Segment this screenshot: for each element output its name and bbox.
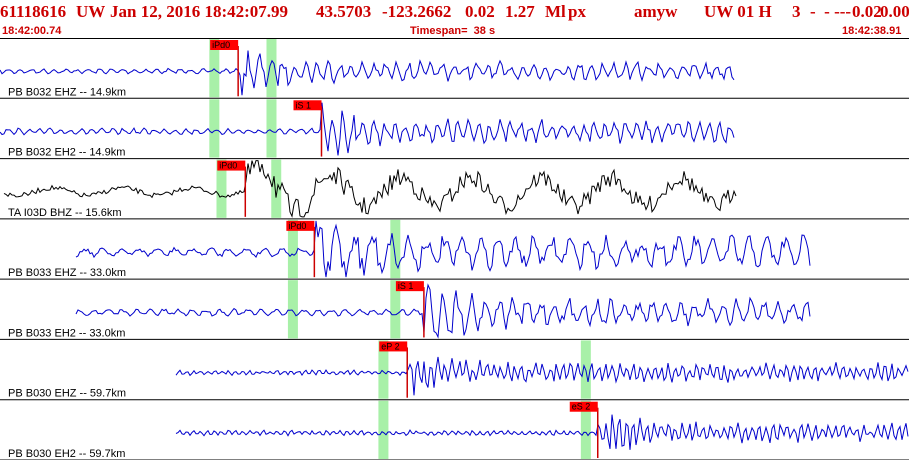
event-quality: 3 [792,2,801,21]
analyst: amyw [634,2,678,21]
channel-label: TA I03D BHZ -- 15.6km [8,207,122,219]
event-flags: - - --- [810,2,852,21]
time-window-marker [378,400,389,459]
phase-pick-flag [395,281,424,292]
phase-pick-flag [217,160,246,171]
phase-pick-flag [210,40,239,50]
waveform-trace [175,414,909,450]
phase-pick-label: eS 2 [572,402,591,412]
event-mag-type: Ml [545,2,566,21]
phase-pick-label: iPd0 [219,161,237,171]
event-summary-header: 61118616 UW Jan 12, 2016 18:42:07.99 43.… [0,0,909,24]
channel-row[interactable]: iS 1 PB B032 EH2 -- 14.9km [0,99,909,160]
phase-pick-flag [286,220,315,231]
waveform-trace [0,50,735,96]
waveform-trace [3,160,737,218]
waveform-trace [175,356,909,396]
phase-pick-flag [379,341,408,352]
channel-label: PB B032 EH2 -- 14.9km [8,147,125,159]
channel-row[interactable]: iPd0 PB B032 EHZ -- 14.9km [0,39,909,99]
timespan-bar: 18:42:00.74 Timespan= 38 s 18:42:38.91 [0,24,909,38]
phase-pick-label: iPd0 [212,40,230,50]
channel-row[interactable]: iPd0 PB B033 EHZ -- 33.0km [0,219,909,280]
start-time: 18:42:00.74 [2,25,62,37]
time-window-marker [390,219,401,279]
time-window-marker [209,39,220,98]
event-type: px [568,2,586,21]
phase-pick-flag [293,100,322,111]
channel-row[interactable]: eP 2 PB B030 EHZ -- 59.7km [0,340,909,401]
event-magnitude: 1.27 [505,2,535,21]
channel-label: PB B032 EHZ -- 14.9km [8,86,126,98]
phase-pick-flag [569,401,598,412]
time-window-marker [378,340,389,399]
event-datetime: Jan 12, 2016 18:42:07.99 [110,2,289,21]
event-network: UW [76,2,106,21]
timespan: Timespan= 38 s [410,25,496,37]
channel-row[interactable]: iPd0 TA I03D BHZ -- 15.6km [0,159,909,220]
event-rms: 0.02 [852,2,882,21]
channel-row[interactable]: iS 1 PB B033 EH2 -- 33.0km [0,280,909,340]
waveform-trace [75,220,811,278]
channel-row[interactable]: eS 2 PB B030 EH2 -- 59.7km [0,400,909,460]
end-time: 18:42:38.91 [842,25,902,37]
time-window-marker [271,159,282,218]
trace-panel[interactable]: iPd0 PB B032 EHZ -- 14.9km iS 1 PB B032 EH2… [0,38,909,460]
time-window-marker [580,400,591,459]
time-window-marker [209,99,220,158]
event-err: 0.00 [880,2,909,21]
time-window-marker [216,159,227,218]
time-window-marker [266,39,277,98]
event-depth: 0.02 [465,2,495,21]
event-latitude: 43.5703 [316,2,372,21]
waveform-trace [75,283,811,339]
channel-label: PB B030 EH2 -- 59.7km [8,448,125,460]
event-id: 61118616 [0,2,67,21]
channel-label: PB B033 EHZ -- 33.0km [8,267,126,279]
phase-pick-label: iS 1 [295,100,311,110]
time-window-marker [266,99,277,158]
phase-pick-label: eP 2 [381,341,399,351]
time-window-marker [287,219,298,279]
time-window-marker [390,280,401,339]
phase-pick-label: iS 1 [398,281,414,291]
time-window-marker [287,280,298,339]
event-source: UW 01 H [704,2,772,21]
phase-pick-label: iPd0 [288,221,306,231]
channel-label: PB B030 EHZ -- 59.7km [8,388,126,400]
event-longitude: -123.2662 [382,2,452,21]
waveform-trace [0,102,735,156]
channel-label: PB B033 EH2 -- 33.0km [8,327,125,339]
